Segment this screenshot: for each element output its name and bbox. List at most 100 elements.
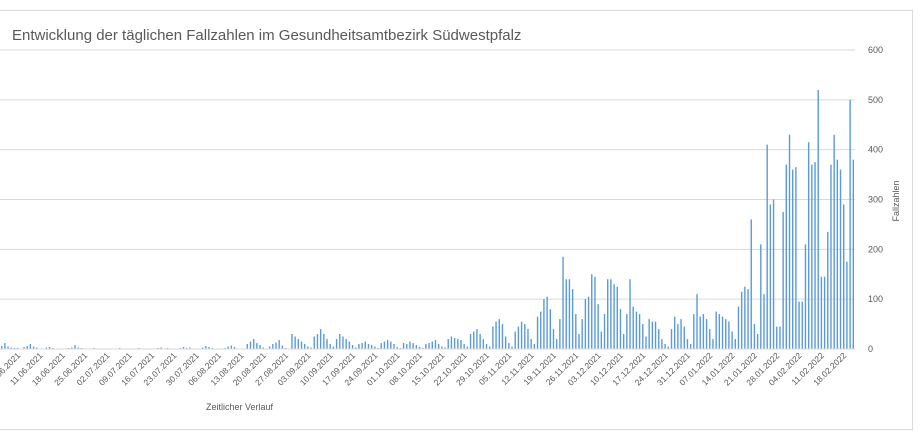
y-tick-label: 400 xyxy=(868,145,883,155)
bar xyxy=(619,309,622,349)
bar xyxy=(7,346,9,349)
bar xyxy=(699,316,701,349)
bar xyxy=(635,311,638,350)
bar xyxy=(581,319,583,349)
bar xyxy=(457,339,459,349)
bar xyxy=(447,339,449,349)
bar xyxy=(268,346,271,349)
bar xyxy=(760,244,762,349)
chart-frame xyxy=(0,10,913,430)
bar xyxy=(396,347,398,349)
y-tick-label: 200 xyxy=(868,244,883,254)
bar xyxy=(836,159,839,349)
y-tick-label: 0 xyxy=(868,344,873,354)
bar xyxy=(492,326,494,349)
bar xyxy=(431,341,433,349)
bar xyxy=(689,344,692,349)
bar xyxy=(696,294,698,349)
bar xyxy=(543,299,545,349)
bar xyxy=(833,134,835,349)
bar xyxy=(693,314,695,349)
x-axis-label: Zeitlicher Verlauf xyxy=(206,402,274,412)
bar xyxy=(772,199,775,349)
bar xyxy=(348,341,351,349)
bar xyxy=(830,164,832,349)
bar xyxy=(514,331,516,349)
bar xyxy=(383,341,386,349)
bar xyxy=(670,329,673,349)
bar xyxy=(552,329,555,349)
bar xyxy=(342,336,344,349)
bar xyxy=(600,331,603,349)
y-tick-label: 300 xyxy=(868,195,883,205)
bar xyxy=(310,347,312,349)
bar xyxy=(32,346,35,349)
bar xyxy=(613,284,615,349)
bar xyxy=(281,345,284,349)
bar xyxy=(227,346,229,349)
bar xyxy=(575,314,577,349)
bar xyxy=(642,324,644,349)
bar xyxy=(626,314,628,349)
bar xyxy=(409,341,411,349)
bar xyxy=(718,314,721,349)
bar xyxy=(335,339,338,349)
bar xyxy=(686,339,689,349)
bar xyxy=(23,347,25,349)
bar xyxy=(546,296,548,350)
bar xyxy=(533,344,536,349)
bar xyxy=(441,346,443,349)
bar xyxy=(304,344,306,349)
bar xyxy=(820,276,823,349)
y-tick-label: 100 xyxy=(868,294,883,304)
bar xyxy=(517,326,520,349)
bar xyxy=(332,346,335,349)
bar xyxy=(811,164,813,349)
bar xyxy=(520,321,523,349)
bar xyxy=(712,339,714,349)
bar xyxy=(74,345,76,349)
bar xyxy=(364,341,366,349)
bar xyxy=(667,346,670,349)
bar xyxy=(801,301,803,349)
bar xyxy=(804,244,807,349)
bar xyxy=(370,345,373,349)
bar xyxy=(160,347,162,349)
bar xyxy=(648,319,650,349)
bar xyxy=(594,276,596,349)
bar xyxy=(476,329,478,349)
bar xyxy=(300,341,303,349)
bar xyxy=(740,291,743,349)
bar xyxy=(230,345,233,349)
bar xyxy=(651,321,654,349)
bar xyxy=(725,319,727,349)
bar xyxy=(607,279,609,349)
bar xyxy=(763,294,765,349)
bar xyxy=(673,316,676,349)
bar xyxy=(622,334,625,349)
bar xyxy=(776,326,778,349)
bar xyxy=(769,204,772,349)
bar xyxy=(795,167,797,349)
bar xyxy=(10,347,12,349)
bar xyxy=(390,341,392,349)
bar xyxy=(189,347,191,349)
bar xyxy=(316,334,319,349)
bar xyxy=(249,341,252,349)
bar xyxy=(555,339,558,349)
bar xyxy=(731,331,733,349)
bar xyxy=(453,338,456,349)
bar xyxy=(275,342,277,349)
bar xyxy=(319,329,322,349)
bar xyxy=(339,334,341,349)
bar xyxy=(750,219,752,349)
bar xyxy=(747,289,749,349)
bar xyxy=(702,314,705,349)
bar xyxy=(597,304,599,349)
bar xyxy=(323,334,325,349)
bar xyxy=(367,344,370,349)
bar xyxy=(428,343,430,349)
y-tick-label: 500 xyxy=(868,95,883,105)
bar xyxy=(645,336,647,349)
